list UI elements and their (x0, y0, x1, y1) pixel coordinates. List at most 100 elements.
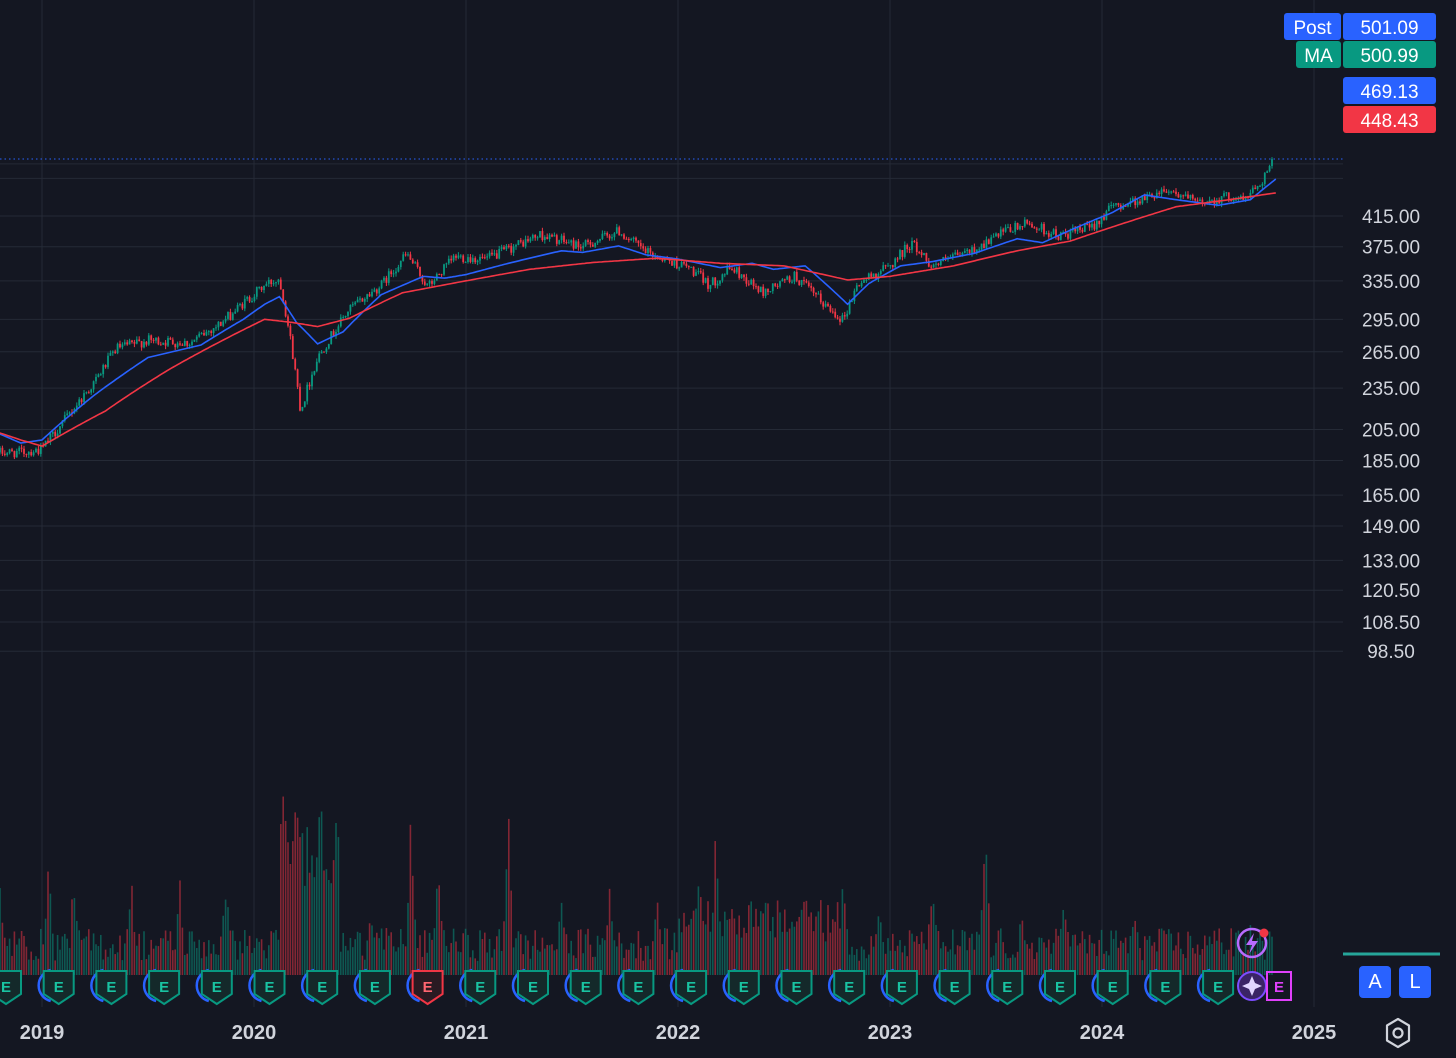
volume-bar (313, 877, 316, 975)
candle-body (282, 289, 285, 302)
volume-bar (512, 947, 515, 975)
candle-body (145, 341, 148, 345)
earnings-marker[interactable]: E (1038, 968, 1076, 1006)
volume-bar (282, 796, 284, 975)
earnings-marker[interactable]: E (933, 968, 971, 1006)
earnings-marker[interactable]: E (406, 968, 444, 1006)
volume-bar (162, 938, 164, 975)
ma-line (0, 178, 1277, 444)
volume-bar (1069, 946, 1072, 975)
candle-body (361, 298, 364, 302)
candle-body (272, 283, 275, 285)
earnings-marker[interactable]: E (722, 968, 760, 1006)
volume-bar (781, 931, 784, 975)
candle-body (903, 245, 906, 257)
volume-bar (133, 931, 136, 975)
log-scale-button[interactable]: L (1399, 966, 1431, 998)
volume-bar (582, 953, 584, 975)
candle-body (582, 245, 585, 249)
volume-bar (335, 822, 337, 975)
candle-body (855, 285, 858, 291)
volume-bar (253, 947, 256, 975)
earnings-marker[interactable]: E (775, 968, 813, 1006)
volume-bar (44, 918, 47, 975)
candle-body (1251, 187, 1254, 193)
candle-body (1059, 232, 1062, 240)
candle-body (157, 337, 160, 345)
candle-body (306, 384, 309, 402)
earnings-marker[interactable]: E (37, 968, 75, 1006)
auto-scale-button[interactable]: A (1359, 966, 1391, 998)
earnings-marker[interactable]: E (564, 968, 602, 1006)
earnings-marker[interactable]: E (986, 968, 1024, 1006)
candle-body (95, 376, 97, 382)
earnings-marker[interactable]: E (511, 968, 549, 1006)
candle-body (846, 313, 849, 317)
candle-body (935, 263, 937, 265)
candle-body (894, 258, 897, 268)
upcoming-earnings-marker[interactable]: E (1237, 971, 1292, 1001)
candle-body (210, 331, 213, 333)
volume-bar (824, 941, 827, 975)
earnings-marker[interactable]: E (1196, 968, 1235, 1006)
earnings-marker[interactable]: E (195, 968, 233, 1006)
candle-body (474, 258, 477, 263)
earnings-letter: E (950, 979, 960, 996)
volume-bar (1019, 924, 1021, 975)
candle-body (769, 291, 772, 293)
earnings-marker[interactable]: E (880, 968, 918, 1006)
earnings-marker[interactable]: E (1144, 968, 1182, 1006)
candle-body (423, 281, 426, 285)
y-tick-label: 98.50 (1367, 642, 1415, 663)
candle-body (591, 244, 594, 247)
earnings-marker[interactable]: E (459, 968, 497, 1006)
candle-body (462, 255, 465, 263)
earnings-marker[interactable]: E (0, 970, 22, 1006)
candle-body (1110, 205, 1113, 207)
volume-bar (896, 945, 899, 975)
volume-bar (407, 902, 409, 975)
price-axis[interactable]: 415.00 375.00 335.00 295.00 265.00 235.00 205.… (1362, 207, 1420, 663)
candle-body (980, 243, 983, 250)
earnings-marker[interactable]: E (1091, 968, 1129, 1006)
volume-bar (124, 943, 126, 975)
volume-bar (198, 939, 200, 975)
price-tag-value: 501.09 (1360, 18, 1418, 39)
volume-bar (529, 958, 532, 975)
volume-bar (371, 925, 373, 975)
volume-bar (28, 959, 30, 975)
candle-body (347, 311, 349, 316)
earnings-marker[interactable]: E (828, 968, 866, 1006)
earnings-marker[interactable]: E (353, 968, 391, 1006)
candle-body (66, 413, 69, 416)
candle-body (661, 259, 664, 261)
earnings-marker[interactable]: E (90, 968, 128, 1006)
earnings-marker[interactable]: E (248, 968, 286, 1006)
volume-bar (452, 928, 455, 975)
candle-body (318, 353, 321, 362)
volume-bar (1033, 959, 1036, 975)
earnings-marker[interactable]: E (617, 968, 655, 1006)
candle-body (1189, 194, 1192, 199)
candle-body (339, 317, 342, 327)
candle-body (779, 281, 781, 287)
earnings-marker[interactable]: E (142, 968, 181, 1006)
candle-body (851, 301, 853, 303)
earnings-marker[interactable]: E (669, 968, 708, 1006)
candle-body (119, 343, 121, 348)
volume-bar (517, 931, 520, 975)
volume-bar (1103, 953, 1105, 975)
time-axis[interactable]: 2019 2020 2021 2022 2023 2024 2025 (20, 1022, 1337, 1044)
volume-bar (1208, 936, 1211, 975)
volume-bar (160, 938, 162, 975)
candle-body (323, 351, 325, 353)
earnings-marker[interactable]: E (301, 968, 339, 1006)
lightning-alert-icon[interactable] (1236, 927, 1269, 959)
gear-icon[interactable] (1381, 1016, 1415, 1050)
candle-body (985, 239, 988, 249)
candle-body (771, 283, 774, 292)
candle-body (829, 305, 832, 312)
candle-body (1172, 191, 1175, 193)
